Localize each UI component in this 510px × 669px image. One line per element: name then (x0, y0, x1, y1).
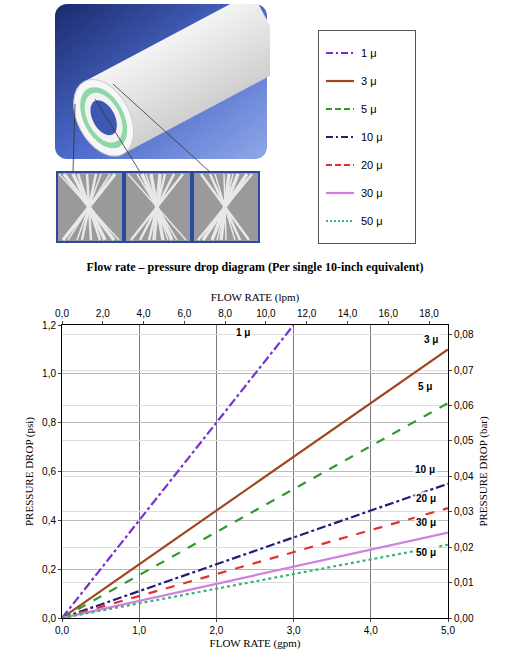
svg-text:0,0: 0,0 (55, 625, 69, 636)
svg-text:PRESSURE DROP (bar): PRESSURE DROP (bar) (477, 416, 490, 527)
html-text:30 μ: 30 μ (361, 187, 383, 199)
svg-text:0,04: 0,04 (454, 471, 474, 482)
svg-text:5,0: 5,0 (441, 625, 455, 636)
svg-text:4,0: 4,0 (364, 625, 378, 636)
html-text:20 μ: 20 μ (361, 159, 383, 171)
svg-text:3 μ: 3 μ (424, 334, 438, 345)
html-text:10 μ: 10 μ (361, 131, 383, 143)
html-text:1 μ: 1 μ (361, 47, 377, 59)
svg-text:5 μ: 5 μ (418, 381, 432, 392)
svg-text:50 μ: 50 μ (416, 547, 436, 558)
svg-text:6,0: 6,0 (177, 308, 191, 319)
svg-text:1,0: 1,0 (132, 625, 146, 636)
svg-text:2,0: 2,0 (209, 625, 223, 636)
html-text:Flow rate – pressure drop diag: Flow rate – pressure drop diagram (Per s… (86, 260, 424, 274)
svg-text:30 μ: 30 μ (416, 517, 436, 528)
svg-text:18,0: 18,0 (419, 308, 439, 319)
svg-text:0,05: 0,05 (454, 435, 474, 446)
svg-text:0,6: 0,6 (42, 466, 56, 477)
svg-text:0,01: 0,01 (454, 577, 474, 588)
html-text:50 μ: 50 μ (361, 215, 383, 227)
svg-text:4,0: 4,0 (137, 308, 151, 319)
svg-text:FLOW RATE (lpm): FLOW RATE (lpm) (211, 291, 300, 304)
svg-text:0,4: 0,4 (42, 515, 56, 526)
svg-text:0,8: 0,8 (42, 417, 56, 428)
svg-text:3,0: 3,0 (287, 625, 301, 636)
svg-text:1,2: 1,2 (42, 320, 56, 331)
svg-text:0,0: 0,0 (42, 613, 56, 624)
svg-text:16,0: 16,0 (379, 308, 399, 319)
svg-text:20 μ: 20 μ (416, 493, 436, 504)
svg-text:10,0: 10,0 (256, 308, 276, 319)
svg-text:8,0: 8,0 (218, 308, 232, 319)
svg-text:1 μ: 1 μ (236, 327, 250, 338)
svg-text:0,07: 0,07 (454, 365, 474, 376)
html-text:3 μ: 3 μ (361, 75, 377, 87)
svg-text:FLOW RATE (gpm): FLOW RATE (gpm) (210, 637, 301, 650)
svg-text:0,03: 0,03 (454, 506, 474, 517)
svg-text:12,0: 12,0 (297, 308, 317, 319)
svg-text:0,08: 0,08 (454, 329, 474, 340)
svg-text:14,0: 14,0 (338, 308, 358, 319)
svg-text:PRESSURE DROP (psi): PRESSURE DROP (psi) (23, 417, 36, 526)
svg-text:0,02: 0,02 (454, 542, 474, 553)
svg-text:0,06: 0,06 (454, 400, 474, 411)
svg-text:0,0: 0,0 (55, 308, 69, 319)
svg-text:2,0: 2,0 (96, 308, 110, 319)
svg-text:10 μ: 10 μ (415, 464, 435, 475)
html-text:5 μ: 5 μ (361, 103, 377, 115)
svg-text:0,2: 0,2 (42, 564, 56, 575)
svg-text:0,00: 0,00 (454, 613, 474, 624)
svg-text:1,0: 1,0 (42, 368, 56, 379)
